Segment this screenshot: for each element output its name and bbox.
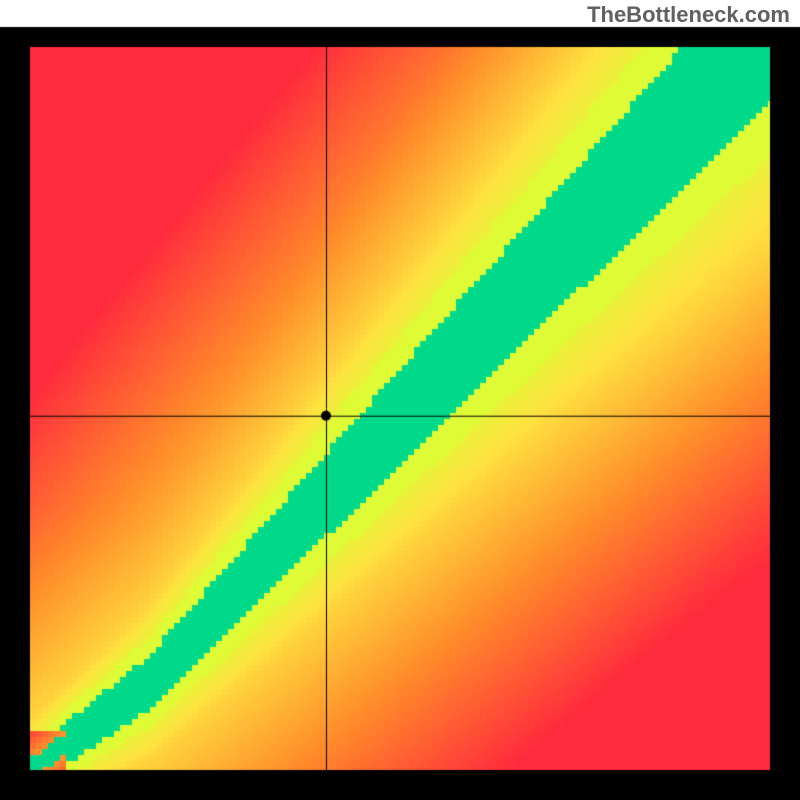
heatmap-canvas bbox=[0, 0, 800, 800]
chart-container: TheBottleneck.com bbox=[0, 0, 800, 800]
watermark-text: TheBottleneck.com bbox=[587, 2, 790, 28]
